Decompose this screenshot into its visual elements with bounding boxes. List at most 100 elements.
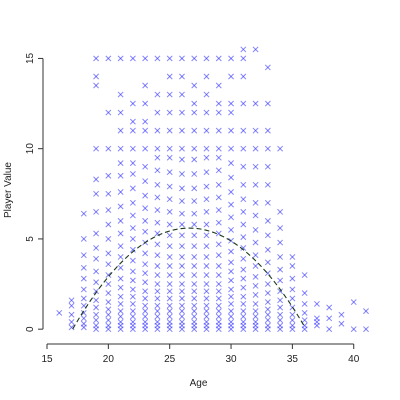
data-point	[105, 207, 112, 214]
data-point	[252, 199, 259, 206]
data-point	[93, 190, 100, 197]
data-point	[117, 308, 124, 315]
data-point	[56, 309, 63, 316]
data-point	[215, 194, 222, 201]
data-point	[203, 145, 210, 152]
data-point	[166, 154, 173, 161]
data-point	[166, 232, 173, 239]
data-point	[166, 208, 173, 215]
data-point	[68, 318, 75, 325]
data-point	[142, 288, 149, 295]
data-point	[142, 217, 149, 224]
data-point	[129, 313, 136, 320]
data-point	[129, 199, 136, 206]
data-point	[166, 295, 173, 302]
data-point	[129, 300, 136, 307]
data-point	[277, 277, 284, 284]
data-point	[240, 244, 247, 251]
data-point	[179, 313, 185, 320]
data-point	[105, 145, 112, 152]
data-point	[215, 109, 222, 116]
data-point	[252, 291, 259, 298]
data-point	[166, 91, 173, 98]
data-point	[166, 288, 173, 295]
data-point	[117, 230, 124, 237]
data-point	[154, 181, 161, 188]
data-point	[191, 210, 198, 217]
data-point	[129, 185, 136, 192]
data-point	[93, 322, 100, 329]
data-point	[129, 246, 136, 253]
data-point	[80, 315, 87, 322]
data-point	[117, 313, 124, 320]
data-point	[191, 127, 198, 134]
data-point	[166, 73, 173, 80]
data-point	[166, 308, 173, 315]
data-point	[264, 290, 271, 297]
data-point	[326, 304, 333, 311]
data-point	[203, 154, 210, 161]
data-point	[264, 299, 271, 306]
data-point	[179, 281, 185, 288]
data-point	[117, 300, 124, 307]
data-point	[228, 100, 234, 107]
data-point	[228, 127, 234, 134]
data-point	[117, 55, 124, 62]
data-point	[191, 100, 198, 107]
data-point	[154, 295, 161, 302]
data-point	[203, 73, 210, 80]
data-point	[277, 311, 284, 318]
data-point	[228, 277, 234, 284]
data-point	[166, 196, 173, 203]
data-point	[129, 118, 136, 125]
data-point	[203, 91, 210, 98]
data-point	[228, 300, 234, 307]
x-tick-label: 25	[164, 354, 176, 365]
data-point	[252, 46, 259, 53]
data-point	[203, 127, 210, 134]
data-point	[142, 178, 149, 185]
data-point	[240, 46, 247, 53]
data-point	[191, 232, 198, 239]
data-point	[68, 297, 75, 304]
data-point	[228, 268, 234, 275]
data-point	[142, 82, 149, 89]
data-point	[129, 268, 136, 275]
data-point	[154, 241, 161, 248]
data-point	[191, 243, 198, 250]
data-point	[93, 288, 100, 295]
data-point	[203, 183, 210, 190]
data-point	[240, 313, 247, 320]
data-point	[142, 308, 149, 315]
data-point	[240, 221, 247, 228]
data-point	[117, 189, 124, 195]
data-point	[228, 160, 234, 167]
data-point	[166, 109, 173, 116]
data-point	[240, 163, 247, 170]
data-point	[228, 174, 234, 181]
data-point	[179, 109, 185, 116]
data-point	[215, 145, 222, 152]
data-point	[93, 176, 100, 183]
data-point	[228, 318, 234, 325]
data-point	[93, 304, 100, 311]
data-point	[215, 127, 222, 134]
data-point	[240, 181, 247, 188]
data-point	[215, 272, 222, 278]
data-point	[129, 257, 136, 264]
data-point	[154, 194, 161, 201]
data-point	[215, 313, 222, 320]
data-point	[154, 313, 161, 320]
data-point	[129, 225, 136, 232]
data-point	[105, 261, 112, 268]
data-point	[142, 261, 149, 268]
data-point	[228, 109, 234, 116]
data-point	[166, 263, 173, 269]
data-point	[179, 295, 185, 302]
data-point	[154, 263, 161, 269]
data-point	[93, 55, 100, 62]
data-point	[93, 279, 100, 286]
data-point	[215, 241, 222, 248]
data-point	[301, 317, 308, 324]
data-point	[215, 281, 222, 288]
